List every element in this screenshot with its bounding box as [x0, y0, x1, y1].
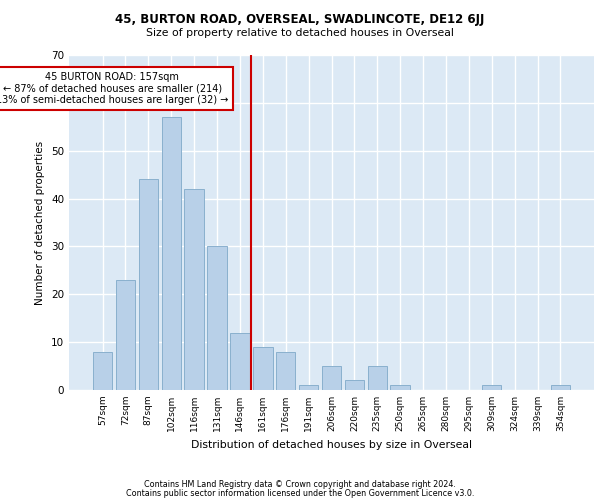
- Bar: [482, 385, 502, 390]
- Bar: [230, 332, 250, 390]
- Bar: [184, 189, 204, 390]
- Bar: [208, 246, 227, 390]
- Bar: [116, 280, 135, 390]
- Bar: [253, 347, 272, 390]
- Bar: [161, 117, 181, 390]
- Y-axis label: Number of detached properties: Number of detached properties: [35, 140, 46, 304]
- Bar: [551, 385, 570, 390]
- Bar: [299, 385, 319, 390]
- Text: Contains public sector information licensed under the Open Government Licence v3: Contains public sector information licen…: [126, 489, 474, 498]
- Bar: [322, 366, 341, 390]
- Bar: [391, 385, 410, 390]
- Bar: [368, 366, 387, 390]
- Bar: [93, 352, 112, 390]
- Text: Size of property relative to detached houses in Overseal: Size of property relative to detached ho…: [146, 28, 454, 38]
- Text: 45 BURTON ROAD: 157sqm
← 87% of detached houses are smaller (214)
13% of semi-de: 45 BURTON ROAD: 157sqm ← 87% of detached…: [0, 72, 229, 105]
- Text: Contains HM Land Registry data © Crown copyright and database right 2024.: Contains HM Land Registry data © Crown c…: [144, 480, 456, 489]
- Bar: [139, 180, 158, 390]
- X-axis label: Distribution of detached houses by size in Overseal: Distribution of detached houses by size …: [191, 440, 472, 450]
- Bar: [344, 380, 364, 390]
- Bar: [276, 352, 295, 390]
- Text: 45, BURTON ROAD, OVERSEAL, SWADLINCOTE, DE12 6JJ: 45, BURTON ROAD, OVERSEAL, SWADLINCOTE, …: [115, 12, 485, 26]
